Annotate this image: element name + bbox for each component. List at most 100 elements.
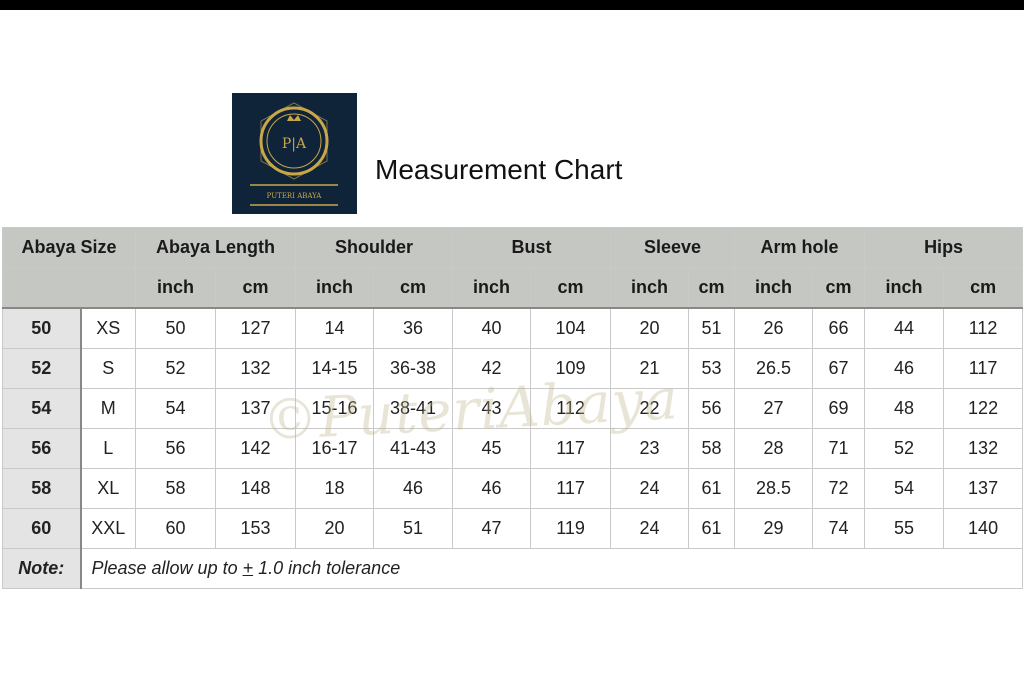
measurement-cell: 23	[610, 428, 690, 469]
measurement-cell: 50	[135, 307, 217, 349]
unit-header: cm	[373, 267, 454, 309]
measurement-cell: 51	[688, 307, 736, 349]
measurement-cell: 117	[943, 348, 1024, 389]
measurement-cell: 26	[734, 307, 814, 349]
measurement-cell: 54	[864, 468, 945, 509]
measurement-cell: 58	[135, 468, 217, 509]
measurement-cell: 137	[943, 468, 1024, 509]
measurement-cell: 53	[688, 348, 736, 389]
page-title: Measurement Chart	[375, 154, 623, 185]
measurement-cell: 112	[530, 388, 612, 429]
measurement-cell: 132	[943, 428, 1024, 469]
header-bust: Bust	[452, 227, 612, 268]
size-number: 50	[2, 307, 82, 349]
measurement-cell: 36-38	[373, 348, 454, 389]
measurement-cell: 45	[452, 428, 532, 469]
size-number: 60	[2, 508, 82, 549]
measurement-cell: 148	[215, 468, 297, 509]
measurement-cell: 46	[373, 468, 454, 509]
table-row: 58 XL 58 148 18 46 46 117 24 61 28.5 72 54 137	[2, 468, 1024, 509]
size-label: XS	[79, 307, 137, 349]
header-shoulder: Shoulder	[295, 227, 454, 268]
measurement-cell: 14-15	[295, 348, 375, 389]
measurement-cell: 20	[295, 508, 375, 549]
measurement-cell: 44	[864, 307, 945, 349]
size-label: XXL	[79, 508, 137, 549]
unit-header: cm	[812, 267, 866, 309]
table-row: 50 XS 50 127 14 36 40 104 20 51 26 66 44 112	[2, 307, 1024, 349]
measurement-cell: 46	[864, 348, 945, 389]
header-arm-hole: Arm hole	[734, 227, 866, 268]
size-label: S	[79, 348, 137, 389]
size-label: XL	[79, 468, 137, 509]
unit-header: inch	[452, 267, 532, 309]
measurement-cell: 142	[215, 428, 297, 469]
measurement-cell: 24	[610, 508, 690, 549]
measurement-cell: 42	[452, 348, 532, 389]
measurement-cell: 36	[373, 307, 454, 349]
measurement-cell: 71	[812, 428, 866, 469]
note-text-end: 1.0 inch tolerance	[253, 558, 401, 578]
measurement-cell: 47	[452, 508, 532, 549]
measurement-cell: 132	[215, 348, 297, 389]
measurement-cell: 48	[864, 388, 945, 429]
brand-logo: P|A PUTERI ABAYA	[232, 93, 357, 214]
unit-header: inch	[610, 267, 690, 309]
table-body: 50 XS 50 127 14 36 40 104 20 51 26 66 44 112 52 S 52 132 1…	[2, 307, 1024, 549]
measurement-cell: 74	[812, 508, 866, 549]
measurement-cell: 61	[688, 468, 736, 509]
measurement-cell: 137	[215, 388, 297, 429]
measurement-cell: 69	[812, 388, 866, 429]
measurement-cell: 112	[943, 307, 1024, 349]
unit-header: inch	[295, 267, 375, 309]
measurement-cell: 40	[452, 307, 532, 349]
measurement-cell: 72	[812, 468, 866, 509]
measurement-cell: 14	[295, 307, 375, 349]
size-number: 54	[2, 388, 82, 429]
measurement-cell: 16-17	[295, 428, 375, 469]
size-label: L	[79, 428, 137, 469]
measurement-cell: 22	[610, 388, 690, 429]
logo-emblem-icon: P|A PUTERI ABAYA	[250, 102, 338, 206]
measurement-cell: 21	[610, 348, 690, 389]
header-blank	[1, 267, 137, 309]
measurement-cell: 46	[452, 468, 532, 509]
table-row: 56 L 56 142 16-17 41-43 45 117 23 58 28 71 52 132	[2, 428, 1024, 469]
note-text: Please allow up to + 1.0 inch tolerance	[79, 548, 1024, 589]
measurement-table: Abaya Size Abaya Length Shoulder Bust Sl…	[1, 227, 1024, 589]
measurement-cell: 119	[530, 508, 612, 549]
unit-header: cm	[530, 267, 612, 309]
note-row: Note: Please allow up to + 1.0 inch tole…	[2, 548, 1024, 589]
note-label: Note:	[2, 548, 82, 589]
measurement-cell: 15-16	[295, 388, 375, 429]
size-label: M	[79, 388, 137, 429]
measurement-cell: 52	[135, 348, 217, 389]
measurement-cell: 67	[812, 348, 866, 389]
measurement-cell: 109	[530, 348, 612, 389]
header-abaya-length: Abaya Length	[135, 227, 297, 268]
group-header-row: Abaya Size Abaya Length Shoulder Bust Sl…	[1, 227, 1024, 268]
measurement-cell: 56	[135, 428, 217, 469]
size-number: 58	[2, 468, 82, 509]
measurement-cell: 117	[530, 428, 612, 469]
measurement-cell: 51	[373, 508, 454, 549]
measurement-cell: 58	[688, 428, 736, 469]
measurement-cell: 56	[688, 388, 736, 429]
unit-header: cm	[943, 267, 1024, 309]
measurement-cell: 18	[295, 468, 375, 509]
measurement-cell: 20	[610, 307, 690, 349]
measurement-cell: 43	[452, 388, 532, 429]
measurement-cell: 28.5	[734, 468, 814, 509]
header-abaya-size: Abaya Size	[1, 227, 137, 268]
measurement-cell: 127	[215, 307, 297, 349]
measurement-cell: 60	[135, 508, 217, 549]
header-sleeve: Sleeve	[610, 227, 736, 268]
table-row: 54 M 54 137 15-16 38-41 43 112 22 56 27 69 48 122	[2, 388, 1024, 429]
unit-header: inch	[864, 267, 945, 309]
table-row: 60 XXL 60 153 20 51 47 119 24 61 29 74 55 140	[2, 508, 1024, 549]
measurement-cell: 66	[812, 307, 866, 349]
unit-header: inch	[734, 267, 814, 309]
measurement-cell: 117	[530, 468, 612, 509]
logo-monogram: P|A	[282, 136, 307, 152]
header-hips: Hips	[864, 227, 1024, 268]
